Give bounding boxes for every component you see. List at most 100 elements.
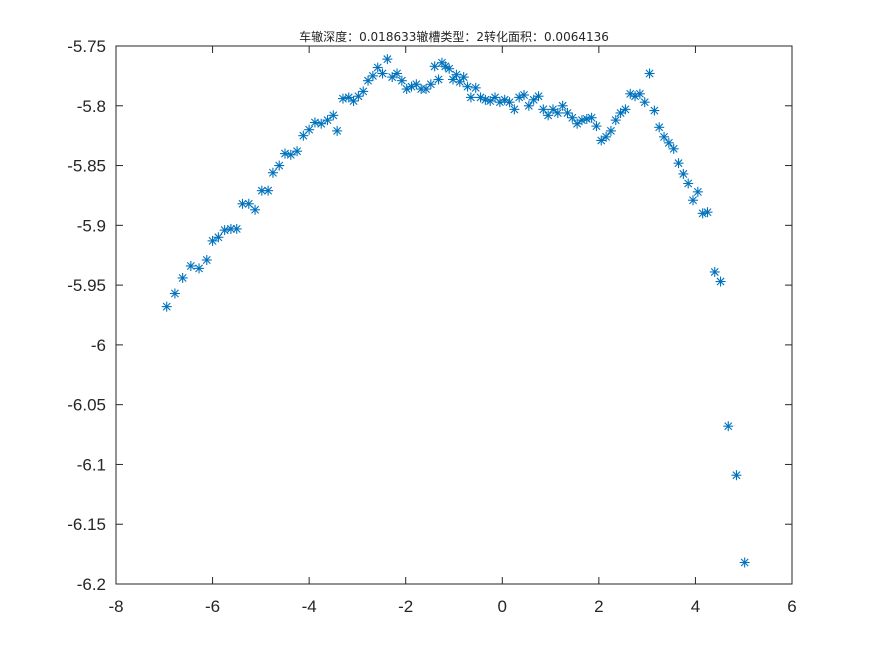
- data-point: [659, 131, 670, 142]
- data-point: [586, 112, 597, 123]
- axis-ticks: -8 -6 -4 -2 0 2 4 6 -5.75 -5.8 -5.85 -5.9 -5.95 -6 -6.…: [67, 37, 796, 616]
- data-point: [396, 75, 407, 86]
- data-point: [576, 115, 587, 126]
- data-point: [673, 158, 684, 169]
- data-point: [634, 88, 645, 99]
- data-point: [458, 72, 469, 83]
- y-tick-label: -6.05: [67, 396, 106, 415]
- data-point: [654, 122, 665, 133]
- data-point: [715, 276, 726, 287]
- data-point: [309, 117, 320, 128]
- data-point: [620, 104, 631, 115]
- data-point: [465, 92, 476, 103]
- data-point: [377, 68, 388, 79]
- data-point: [688, 195, 699, 206]
- data-point: [337, 93, 348, 104]
- x-tick-label: 6: [787, 597, 796, 616]
- data-point: [256, 185, 267, 196]
- data-point: [425, 79, 436, 90]
- data-point: [392, 68, 403, 79]
- data-markers: [161, 54, 750, 568]
- data-point: [610, 115, 621, 126]
- x-tick-label: 4: [691, 597, 700, 616]
- chart-title: 车辙深度：0.018633辙槽类型：2转化面积：0.0064136: [299, 29, 609, 44]
- data-point: [723, 421, 734, 432]
- data-point: [250, 204, 261, 215]
- data-point: [263, 185, 274, 196]
- data-point: [697, 208, 708, 219]
- data-point: [639, 97, 650, 108]
- data-point: [420, 84, 431, 95]
- y-tick-label: -6.15: [67, 515, 106, 534]
- data-point: [274, 160, 285, 171]
- data-point: [177, 272, 188, 283]
- data-point: [538, 104, 549, 115]
- data-point: [702, 207, 713, 218]
- data-point: [533, 91, 544, 102]
- data-point: [332, 125, 343, 136]
- data-point: [490, 92, 501, 103]
- data-point: [185, 260, 196, 271]
- data-point: [243, 198, 254, 209]
- data-point: [382, 54, 393, 65]
- x-tick-label: -4: [302, 597, 317, 616]
- data-point: [292, 146, 303, 157]
- data-point: [683, 178, 694, 189]
- data-point: [201, 255, 212, 266]
- data-point: [523, 100, 534, 111]
- data-point: [557, 100, 568, 111]
- x-tick-label: 0: [498, 597, 507, 616]
- data-point: [231, 223, 242, 234]
- data-point: [739, 557, 750, 568]
- y-tick-label: -5.8: [77, 97, 106, 116]
- y-tick-label: -5.95: [67, 276, 106, 295]
- data-point: [444, 63, 455, 74]
- data-point: [668, 143, 679, 154]
- data-point: [731, 470, 742, 481]
- data-point: [267, 167, 278, 178]
- y-tick-label: -5.9: [77, 216, 106, 235]
- data-point: [343, 92, 354, 103]
- data-point: [644, 68, 655, 79]
- data-point: [194, 263, 205, 274]
- data-point: [207, 235, 218, 246]
- data-point: [649, 105, 660, 116]
- x-tick-label: -6: [205, 597, 220, 616]
- data-point: [358, 86, 369, 97]
- data-point: [304, 124, 315, 135]
- x-tick-label: -8: [108, 597, 123, 616]
- x-tick-label: 2: [594, 597, 603, 616]
- data-point: [519, 90, 530, 101]
- data-point: [596, 135, 607, 146]
- data-point: [328, 110, 339, 121]
- data-point: [709, 266, 720, 277]
- data-point: [591, 121, 602, 132]
- x-tick-label: -2: [398, 597, 413, 616]
- data-point: [663, 137, 674, 148]
- data-point: [692, 186, 703, 197]
- data-point: [678, 168, 689, 179]
- data-point: [322, 115, 333, 126]
- data-point: [169, 288, 180, 299]
- data-point: [367, 70, 378, 81]
- plot-area: [116, 46, 792, 584]
- data-point: [543, 110, 554, 121]
- data-point: [372, 62, 383, 73]
- y-tick-label: -6.2: [77, 575, 106, 594]
- y-tick-label: -6.1: [77, 455, 106, 474]
- data-point: [219, 225, 230, 236]
- data-point: [601, 131, 612, 142]
- data-point: [552, 107, 563, 118]
- data-point: [567, 112, 578, 123]
- y-tick-label: -6: [91, 336, 106, 355]
- data-point: [509, 104, 520, 115]
- y-tick-label: -5.75: [67, 37, 106, 56]
- data-point: [605, 125, 616, 136]
- data-point: [213, 232, 224, 243]
- data-point: [504, 97, 515, 108]
- data-point: [470, 82, 481, 93]
- y-tick-label: -5.85: [67, 157, 106, 176]
- data-point: [161, 301, 172, 312]
- data-point: [316, 118, 327, 129]
